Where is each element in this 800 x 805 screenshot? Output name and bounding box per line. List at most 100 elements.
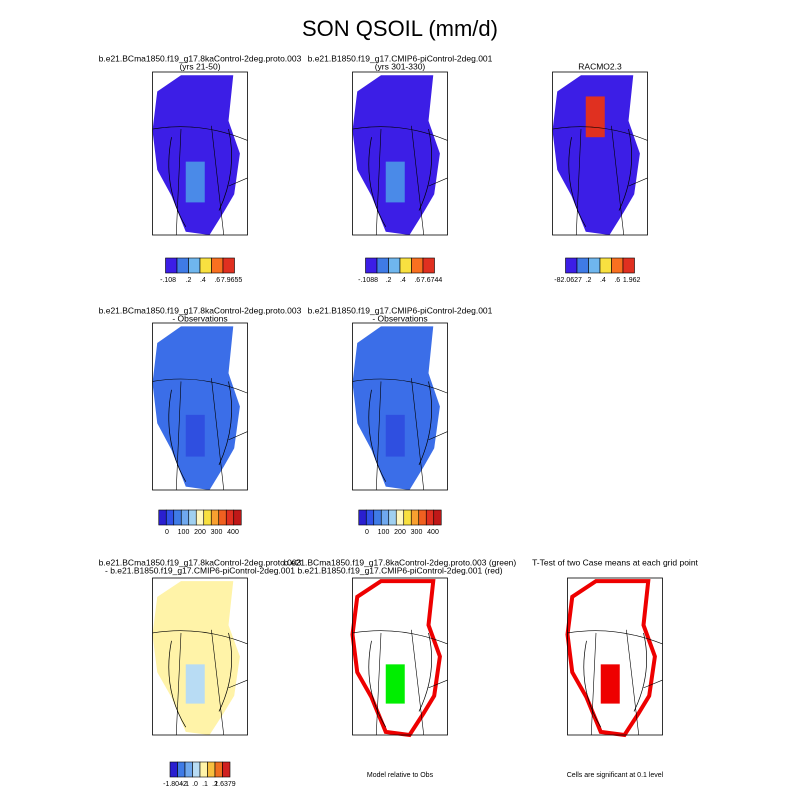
- map-frame: [152, 322, 248, 491]
- land: [152, 75, 240, 235]
- map: [352, 71, 448, 236]
- colorbar-box: [599, 257, 612, 274]
- colorbar-label: 400: [227, 529, 239, 536]
- colorbar-box: [365, 257, 378, 274]
- colorbar-box: [388, 257, 401, 274]
- colorbar-box: [222, 257, 235, 274]
- map-frame: [352, 577, 448, 736]
- colorbar-box: [565, 257, 578, 274]
- colorbar-box: [576, 257, 589, 274]
- land: [552, 75, 640, 235]
- colorbar-label: 300: [211, 529, 223, 536]
- colorbar-label: .2: [186, 277, 192, 284]
- graticule: [552, 125, 648, 236]
- region: [385, 161, 405, 203]
- colorbar-label: .4: [400, 277, 406, 284]
- colorbar-box: [188, 509, 197, 526]
- colorbar-box: [195, 509, 205, 526]
- colorbar-label: .2: [586, 277, 592, 284]
- colorbar-box: [399, 257, 412, 274]
- land: [352, 75, 440, 235]
- map: [565, 577, 663, 738]
- coastline: [368, 128, 432, 228]
- colorbar-label: 0: [165, 529, 169, 536]
- land: [352, 326, 440, 490]
- colorbar-box: [376, 257, 389, 274]
- land: [565, 579, 657, 738]
- map-frame: [152, 71, 248, 236]
- map: [350, 577, 448, 738]
- coastline: [168, 381, 232, 482]
- panel-title: - Observations: [172, 313, 227, 323]
- panel-title: b.e21.BCma1850.f19_g17.8kaControl-2deg.p…: [99, 53, 302, 63]
- graticule: [567, 629, 663, 736]
- colorbar-box: [199, 761, 208, 778]
- colorbar-box: [622, 257, 635, 274]
- map: [152, 71, 248, 236]
- colorbar-box: [380, 509, 390, 526]
- colorbar-box: [192, 761, 201, 778]
- colorbar-label: .6: [214, 277, 220, 284]
- panel-title: - Observations: [372, 313, 427, 323]
- colorbar-label: -.1088: [358, 277, 378, 284]
- colorbar-label: .6: [414, 277, 420, 284]
- colorbar-box: [410, 509, 420, 526]
- colorbar-label: 1.962: [623, 277, 641, 284]
- colorbar-label: .6: [614, 277, 620, 284]
- colorbar-label: -82.0627: [554, 277, 582, 284]
- colorbar-label: -.1: [181, 781, 189, 788]
- map-frame: [352, 71, 448, 236]
- panel-title: b.e21.BCma1850.f19_g17.8kaControl-2deg.p…: [99, 557, 302, 567]
- panel-title: (yrs 301-330): [375, 61, 426, 71]
- colorbar-box: [358, 509, 367, 526]
- colorbar-box: [184, 761, 193, 778]
- colorbar-label: .0: [192, 781, 198, 788]
- colorbar-box: [403, 509, 412, 526]
- colorbar-label: .2: [212, 781, 218, 788]
- colorbar-label: 7.9655: [221, 277, 243, 284]
- colorbar-box: [203, 509, 212, 526]
- map-frame: [152, 577, 248, 736]
- land: [152, 581, 240, 735]
- graticule: [352, 629, 448, 736]
- colorbar-box: [214, 761, 223, 778]
- colorbar-label: -.108: [160, 277, 176, 284]
- colorbar-box: [433, 509, 442, 526]
- colorbar-box: [388, 509, 397, 526]
- region: [385, 414, 405, 457]
- colorbar-label: 0: [365, 529, 369, 536]
- colorbar-box: [611, 257, 624, 274]
- coastline: [368, 381, 432, 482]
- panel-title: b.e21.B1850.f19_g17.CMIP6-piControl-2deg…: [297, 565, 502, 575]
- colorbar-box: [165, 509, 175, 526]
- coastline: [583, 632, 647, 728]
- colorbar-box: [199, 257, 212, 274]
- colorbar-label: .4: [600, 277, 606, 284]
- colorbar-label: 300: [411, 529, 423, 536]
- colorbar-box: [173, 509, 182, 526]
- colorbar-label: 200: [194, 529, 206, 536]
- colorbar-box: [210, 509, 220, 526]
- coastline: [168, 632, 232, 728]
- graticule: [152, 629, 248, 736]
- colorbar-label: 7.6744: [421, 277, 443, 284]
- panel-note: Cells are significant at 0.1 level: [567, 772, 664, 779]
- colorbar-label: -1.8042: [163, 781, 187, 788]
- land: [350, 579, 442, 738]
- panel-note: Model relative to Obs: [367, 772, 434, 779]
- colorbar-label: .4: [200, 277, 206, 284]
- colorbar-box: [222, 761, 231, 778]
- panel-title: b.e21.BCma1850.f19_g17.8kaControl-2deg.p…: [284, 557, 517, 567]
- colorbar-box: [233, 509, 242, 526]
- panel-title: b.e21.BCma1850.f19_g17.8kaControl-2deg.p…: [99, 305, 302, 315]
- coastline: [168, 128, 232, 228]
- colorbar-box: [180, 509, 190, 526]
- colorbar-box: [218, 509, 227, 526]
- colorbar-label: .1: [202, 781, 208, 788]
- panel-title: T-Test of two Case means at each grid po…: [532, 557, 698, 567]
- colorbar-box: [158, 509, 167, 526]
- colorbar-box: [418, 509, 427, 526]
- panel-title: (yrs 21-50): [179, 61, 220, 71]
- colorbar-box: [365, 509, 375, 526]
